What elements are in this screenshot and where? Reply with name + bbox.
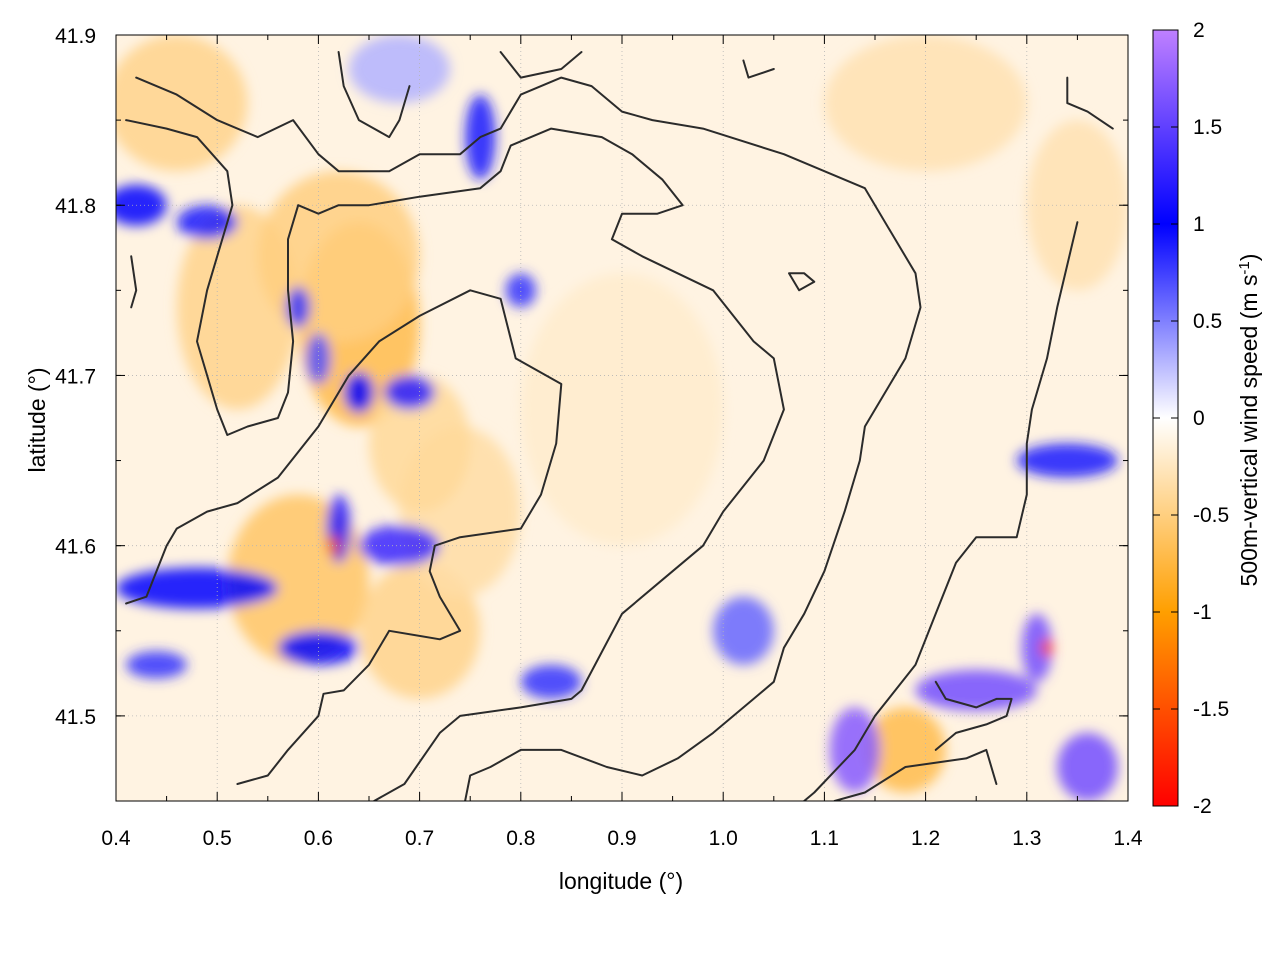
- y-axis-label: latitude (°): [24, 367, 50, 472]
- y-tick-label: 41.6: [55, 536, 96, 559]
- field-feature: [358, 525, 440, 567]
- colorbar-label-sup: -1: [1236, 261, 1253, 274]
- grid: [116, 35, 1128, 801]
- field-feature: [327, 535, 340, 556]
- field-feature: [343, 372, 375, 413]
- x-tick-label: 1.4: [1113, 827, 1143, 850]
- contour-line: [934, 680, 1013, 751]
- contour-line: [788, 272, 816, 292]
- colorbar-tick-label: -1.5: [1193, 698, 1229, 721]
- field-feature: [116, 567, 278, 609]
- contour-lines: [125, 51, 1114, 801]
- field-feature: [384, 375, 435, 410]
- contour-line: [499, 51, 583, 79]
- field-feature: [1016, 443, 1118, 478]
- field-feature: [358, 562, 481, 699]
- x-tick-label: 1.3: [1012, 827, 1041, 850]
- contour-line: [130, 255, 138, 309]
- colorbar-tick-label: -0.5: [1193, 504, 1229, 527]
- field-feature: [1026, 120, 1128, 291]
- contour-line: [833, 748, 998, 801]
- field-feature: [176, 205, 238, 240]
- contour-line: [802, 221, 1079, 801]
- colorbar-tick-label: 0: [1193, 407, 1205, 430]
- field-feature: [116, 184, 167, 226]
- x-tick-label: 0.6: [304, 827, 333, 850]
- x-tick-label: 0.4: [101, 827, 131, 850]
- contour-line: [135, 76, 922, 801]
- field-feature: [1040, 639, 1054, 657]
- field-feature: [1021, 613, 1053, 682]
- colorbar-tick-label: 0.5: [1193, 310, 1222, 333]
- field-feature: [1057, 732, 1118, 801]
- x-tick-label: 1.1: [810, 827, 839, 850]
- field-feature: [116, 35, 248, 172]
- contour-line: [1066, 76, 1114, 130]
- colorbar-ticks: 2 1.5 1 0.5 0 -0.5 -1 -1.5 -2: [1153, 19, 1229, 818]
- field-feature: [520, 273, 724, 546]
- colorbar-tick-label: -2: [1193, 795, 1212, 818]
- y-tick-label: 41.7: [55, 365, 96, 388]
- contour-line: [125, 119, 785, 801]
- contour-line: [125, 289, 563, 785]
- colorbar-label: 500m-vertical wind speed (m s-1): [1236, 254, 1263, 587]
- field-feature: [505, 273, 536, 308]
- colorbar-label-end: ): [1236, 254, 1262, 262]
- x-tick-label: 0.8: [506, 827, 535, 850]
- axis-ticks: 0.4 0.5 0.6 0.7 0.8 0.9 1.0 1.1 1.2 1.3 1.4 41.5 41.…: [55, 25, 1143, 850]
- x-tick-label: 0.9: [607, 827, 636, 850]
- field-feature: [286, 286, 311, 328]
- colorbar-tick-label: 2: [1193, 19, 1205, 42]
- y-tick-label: 41.5: [55, 706, 96, 729]
- colorbar: 2 1.5 1 0.5 0 -0.5 -1 -1.5 -2 500m-vertical wind…: [1152, 19, 1263, 818]
- y-tick-label: 41.9: [55, 25, 96, 48]
- contour-line: [337, 51, 411, 139]
- colorbar-tick-label: 1: [1193, 213, 1205, 236]
- x-tick-label: 1.0: [709, 827, 738, 850]
- x-tick-label: 0.7: [405, 827, 434, 850]
- colorbar-tick-label: -1: [1193, 601, 1212, 624]
- colorbar-tick-label: 1.5: [1193, 116, 1222, 139]
- x-axis-label: longitude (°): [559, 868, 683, 894]
- field-feature: [520, 664, 582, 699]
- field-feature: [306, 332, 331, 384]
- x-tick-label: 1.2: [911, 827, 940, 850]
- field-feature: [257, 171, 420, 342]
- field-feature: [713, 596, 774, 665]
- field-feature: [915, 669, 1037, 711]
- field-feature: [348, 35, 450, 104]
- x-tick-label: 0.5: [203, 827, 232, 850]
- y-tick-label: 41.8: [55, 195, 96, 218]
- contour-line: [742, 59, 775, 79]
- field-feature: [126, 651, 187, 679]
- colorbar-label-main: 500m-vertical wind speed (m s: [1236, 275, 1262, 587]
